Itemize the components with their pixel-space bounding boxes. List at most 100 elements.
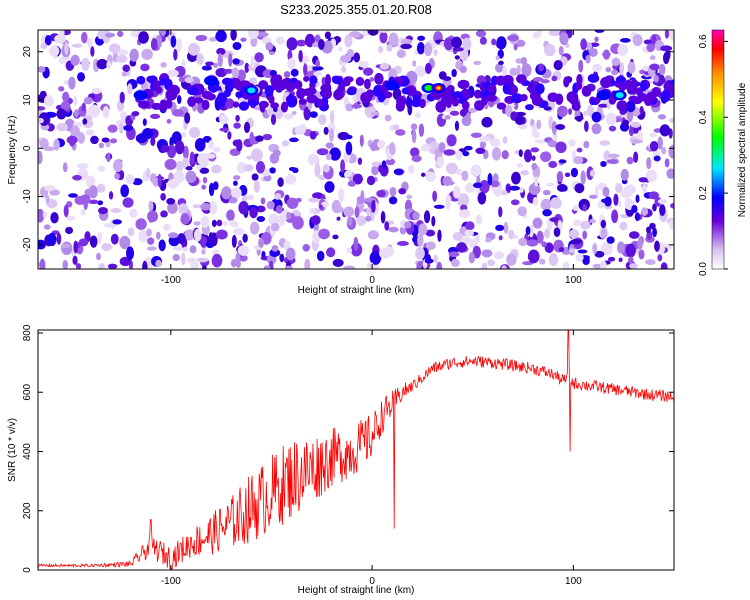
spectrogram-cell (369, 77, 375, 82)
spectrogram-cell (508, 185, 521, 191)
spectrogram-cell (168, 235, 180, 247)
spectrogram-cell (594, 185, 599, 199)
spectrogram-cell (538, 63, 545, 72)
spectrogram-cell (345, 141, 353, 156)
spectrogram-cell (550, 197, 562, 209)
spectrogram-cell (608, 125, 617, 132)
spectrogram-cell (518, 149, 523, 158)
spectrogram-cell (216, 47, 226, 56)
spectrogram-cell (352, 173, 363, 185)
spectrogram-band-cell (316, 98, 325, 108)
spectrogram-band-cell (238, 101, 250, 111)
spectrogram-cell (517, 124, 528, 130)
spectrogram-cell (260, 197, 266, 205)
spectrogram-band-cell (535, 83, 545, 95)
spectrogram-cell (250, 56, 255, 69)
spectrogram-cell (185, 166, 193, 171)
spectrogram-cell (227, 131, 232, 140)
spectrogram-cell (489, 138, 501, 147)
spectrogram-cell (77, 72, 85, 82)
spectrogram-cell (323, 126, 329, 135)
spectrogram-cell (505, 104, 513, 117)
spectrogram-cell (117, 49, 129, 56)
spectrogram-cell (589, 194, 598, 199)
spectrogram-cell (70, 125, 81, 138)
spectrogram-cell (400, 38, 413, 45)
spectrogram-cell (208, 37, 217, 42)
spectrogram-cell (192, 204, 202, 209)
spectrogram-cell (308, 197, 319, 203)
spectrogram-cell (420, 143, 432, 152)
spectrogram-cell (668, 219, 674, 230)
spectrogram-cell (548, 30, 561, 37)
spectrogram-cell (217, 53, 223, 68)
spectrogram-cell (307, 153, 319, 166)
spectrogram-cell (513, 101, 519, 110)
spectrogram-band-cell (264, 85, 274, 97)
spectrogram-cell (195, 34, 208, 42)
colorbar-gradient (711, 29, 725, 270)
spectrogram-cell (82, 118, 88, 125)
spectrogram-cell (122, 197, 134, 208)
spectrogram-cell (157, 173, 162, 188)
spectrogram-cell (60, 243, 71, 249)
spectrogram-cell (228, 197, 238, 204)
snr-ytick-label: 200 (22, 502, 33, 519)
spectrogram-cell (184, 76, 194, 84)
spectrogram-cell (62, 162, 68, 173)
spectrogram-cell (542, 189, 551, 196)
spectrogram-cell (127, 83, 133, 95)
spectrogram-cell (142, 118, 147, 126)
spectrogram-band-cell (486, 94, 498, 102)
spectrogram-cell (420, 172, 426, 177)
spectrogram-band-cell (569, 97, 579, 106)
spectrogram-cell (614, 183, 623, 194)
spectrogram-cell (303, 63, 308, 77)
spectrogram-cell (189, 245, 197, 254)
spectrogram-band-cell (201, 99, 210, 111)
spectrogram-cell (43, 95, 54, 107)
spectrogram-cell (410, 123, 418, 131)
spectrogram-cell (376, 190, 386, 198)
spectrogram-cell (309, 111, 318, 118)
spectrogram-cell (521, 63, 532, 77)
spectrogram-cell (76, 162, 89, 169)
spectrogram-peak (247, 87, 256, 94)
spectrogram-band-cell (519, 94, 528, 102)
spectrogram-cell (231, 234, 237, 248)
spectrogram-cell (410, 147, 420, 158)
spectrogram-cell (443, 37, 454, 51)
spectrogram-peak-core (436, 86, 441, 90)
spectrogram-peak (424, 84, 433, 91)
spectrogram-cell (243, 164, 254, 172)
spectrogram-cell (627, 61, 636, 74)
spectrogram-cell (385, 158, 396, 166)
spectrogram-cell (381, 160, 387, 169)
spectrogram-cell (570, 238, 582, 245)
spectrogram-cell (617, 200, 622, 208)
spectrogram-cell (645, 169, 657, 183)
spectrogram-cell (56, 232, 62, 245)
spectrogram-cell (346, 247, 353, 254)
spectrogram-cell (423, 210, 431, 224)
spectrogram-cell (468, 239, 478, 249)
spectrogram-cell (548, 160, 558, 169)
spectrogram-cell (541, 241, 547, 248)
spectrogram-cell (502, 65, 508, 78)
spectrogram-cell (140, 63, 150, 72)
spectrogram-cell (211, 164, 222, 174)
spectrogram-cell (556, 171, 564, 183)
spectrogram-cell (39, 138, 49, 150)
spectrogram-cell (201, 249, 206, 255)
spectrogram-cell (532, 196, 539, 206)
spectrogram-cell (377, 45, 384, 54)
spectrogram-cell (325, 153, 332, 161)
spectrogram-cell (534, 176, 539, 187)
spectrogram-cell (226, 209, 235, 222)
spectrogram-cell (477, 191, 487, 205)
spectrogram-xtick-label: 0 (369, 275, 375, 286)
spectrogram-cell (532, 217, 543, 229)
spectrogram-cell (370, 142, 377, 152)
spectrogram-cell (501, 265, 507, 269)
spectrogram-cell (329, 147, 341, 161)
